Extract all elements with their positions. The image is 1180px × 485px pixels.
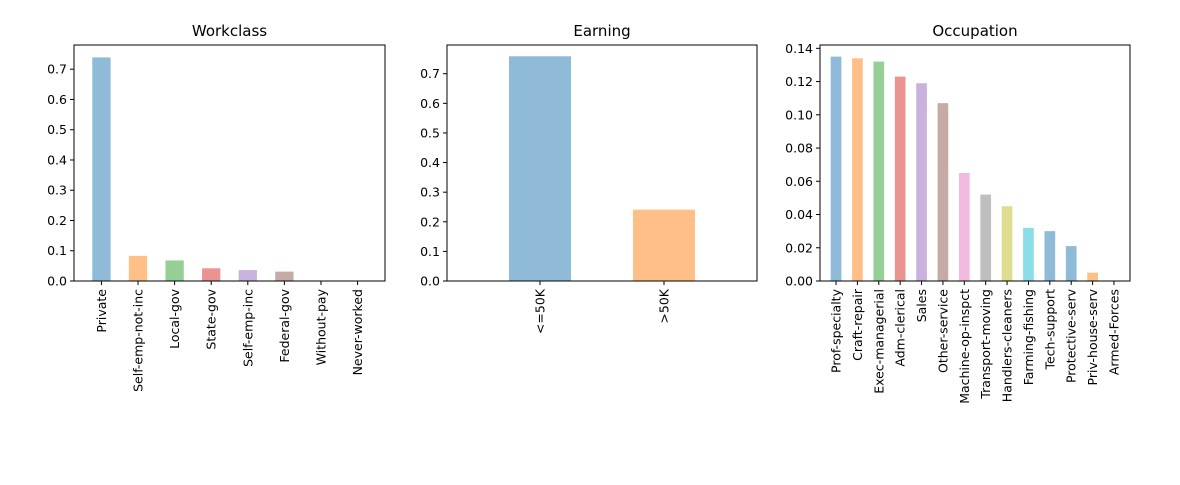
y-tick-label: 0.04 [785,207,813,222]
x-tick-label: >50K [657,288,672,323]
y-tick-label: 0.1 [47,243,67,258]
y-tick-label: 0.12 [785,74,813,89]
y-tick-label: 0.02 [785,240,813,255]
y-tick-label: 0.10 [785,107,813,122]
y-tick-label: 0.00 [785,274,813,289]
chart-0: Workclass Private Self-emp-not-inc Local-go… [47,22,386,392]
x-tick-label: Prof-specialty [829,288,844,373]
chart-title: Earning [573,22,630,40]
axes-frame [819,44,1131,282]
bar-self-emp-inc [238,270,257,281]
axes-frame [73,44,386,282]
y-tick-label: 0.2 [420,214,440,229]
bar-sales [916,83,927,282]
bar-prof-specialty [830,56,842,281]
y-tick-label: 0.0 [420,274,440,289]
bar-adm-clerical [894,76,906,282]
x-tick-label: Tech-support [1042,289,1057,371]
x-tick-label: Adm-clerical [893,289,908,367]
x-tick-label: Armed-Forces [1106,289,1121,375]
y-tick-label: 0.5 [420,125,440,140]
bar--50k [633,209,695,281]
y-tick-label: 0.6 [47,92,67,107]
bar-craft-repair [852,58,863,281]
x-tick-label: Machine-op-inspct [957,289,972,404]
x-tick-label: Exec-managerial [871,289,886,394]
bar-private [92,57,111,282]
x-tick-label: Priv-house-serv [1085,288,1100,385]
chart-2: Occupation Prof-specialty Craft-repair Exec… [785,22,1131,404]
x-tick-label: Without-pay [313,288,328,365]
x-tick-label: <=50K [533,288,548,334]
x-tick-label: Other-service [935,289,950,373]
x-tick-label: Transport-moving [978,289,993,400]
y-tick-label: 0.4 [47,152,67,167]
bar-self-emp-not-inc [128,255,148,281]
y-tick-label: 0.08 [785,141,813,156]
bar--50k [509,56,571,281]
y-tick-label: 0.1 [420,244,440,259]
x-tick-label: Self-emp-not-inc [131,289,146,392]
bar-farming-fishing [1023,227,1034,281]
x-tick-label: Handlers-cleaners [1000,289,1015,402]
bar-other-service [937,103,949,282]
axes-frame [446,44,758,282]
y-tick-label: 0.0 [47,274,67,289]
bar-exec-managerial [873,61,885,281]
bar-tech-support [1044,231,1056,281]
x-tick-label: State-gov [204,288,219,349]
chart-1: Earning <=50K >50K 0.0 0.1 0.2 0.3 0.4 0.5 0.6 0.7 [420,22,758,334]
x-tick-label: Protective-serv [1064,288,1079,383]
y-tick-label: 0.4 [420,155,440,170]
x-tick-label: Federal-gov [277,288,292,362]
x-tick-label: Sales [914,289,929,322]
chart-title: Workclass [192,22,267,40]
y-tick-label: 0.7 [420,66,440,81]
bar-priv-house-serv [1087,272,1098,281]
bar-transport-moving [980,194,992,281]
bar-handlers-cleaners [1001,206,1013,281]
bar-machine-op-inspct [958,172,970,281]
x-tick-label: Farming-fishing [1021,289,1036,385]
y-tick-label: 0.14 [785,41,813,56]
bar-state-gov [202,268,221,281]
bar-protective-serv [1065,246,1077,281]
chart-title: Occupation [932,22,1017,40]
x-tick-label: Self-emp-inc [240,289,255,367]
y-tick-label: 0.06 [785,174,813,189]
y-tick-label: 0.7 [47,62,67,77]
y-tick-label: 0.3 [420,185,440,200]
x-tick-label: Craft-repair [850,288,865,361]
x-tick-label: Never-worked [350,289,365,375]
y-tick-label: 0.5 [47,122,67,137]
bar-local-gov [165,260,184,281]
y-tick-label: 0.6 [420,96,440,111]
y-tick-label: 0.3 [47,183,67,198]
y-tick-label: 0.2 [47,213,67,228]
x-tick-label: Private [94,289,109,333]
x-tick-label: Local-gov [167,288,182,348]
bar-federal-gov [275,271,294,281]
